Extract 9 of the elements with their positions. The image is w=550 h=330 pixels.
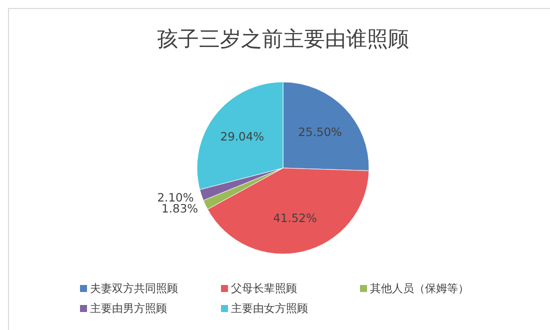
legend-label: 父母长辈照顾 xyxy=(231,282,297,295)
legend-label: 主要由男方照顾 xyxy=(90,302,167,315)
legend-label: 夫妻双方共同照顾 xyxy=(90,282,178,295)
chart-title: 孩子三岁之前主要由谁照顾 xyxy=(157,27,409,51)
data-label: 41.52% xyxy=(273,211,317,226)
legend-label: 其他人员（保姆等） xyxy=(370,282,469,295)
data-label: 29.04% xyxy=(220,129,264,144)
data-label: 25.50% xyxy=(298,125,342,140)
legend-label: 主要由女方照顾 xyxy=(231,302,308,315)
